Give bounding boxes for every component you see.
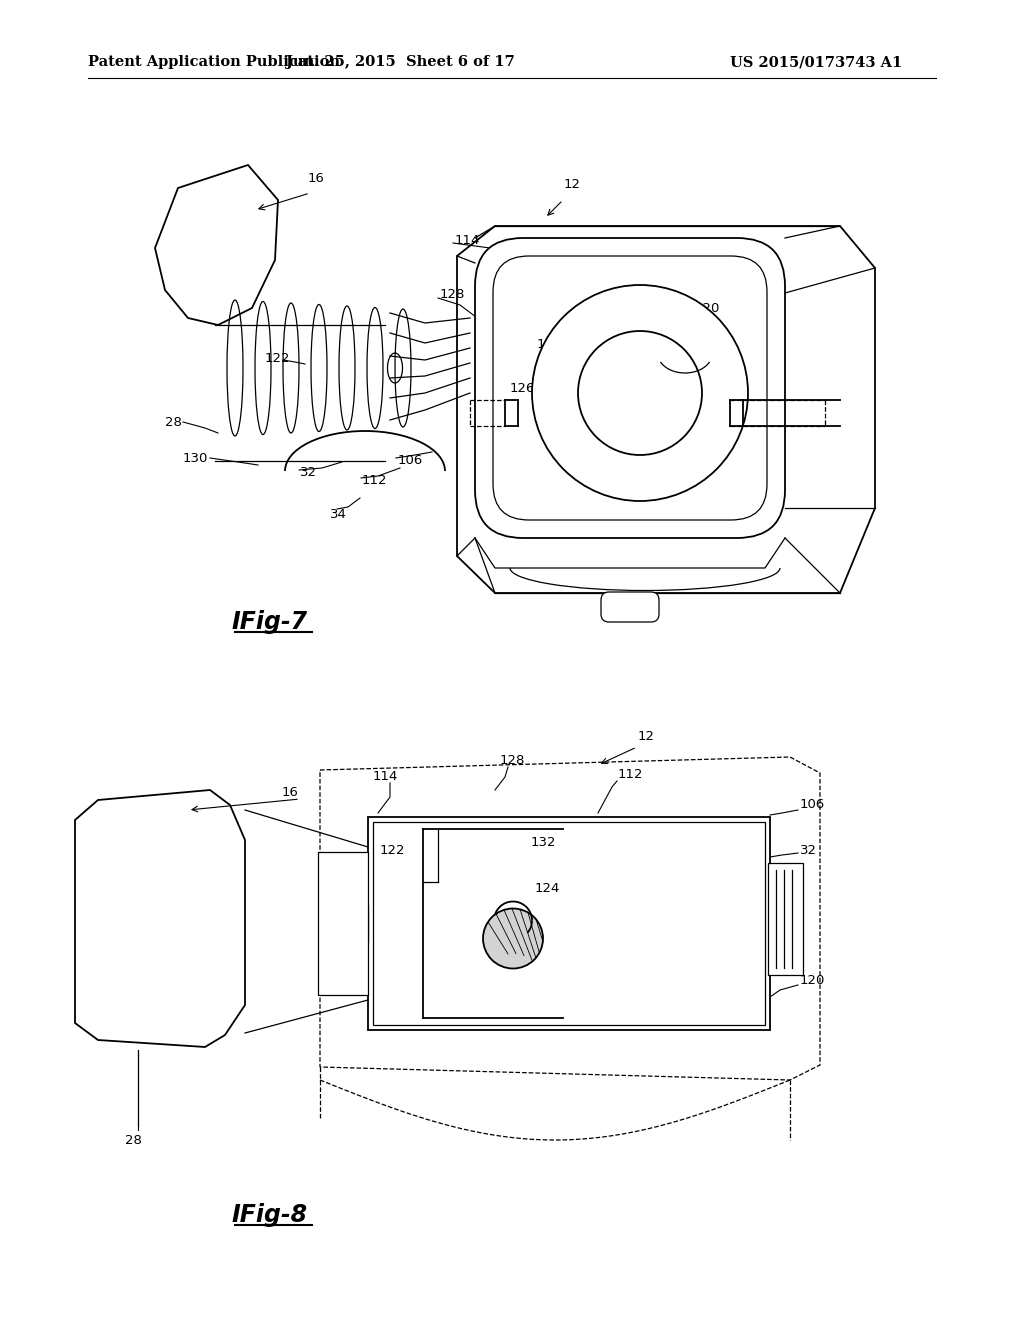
Text: 122: 122 bbox=[265, 351, 291, 364]
Text: 114: 114 bbox=[373, 771, 398, 784]
Text: 106: 106 bbox=[398, 454, 423, 466]
Circle shape bbox=[532, 285, 748, 502]
Bar bbox=[373, 822, 765, 1026]
Text: 120: 120 bbox=[695, 301, 720, 314]
Text: 16: 16 bbox=[282, 787, 298, 800]
Text: 16: 16 bbox=[307, 172, 325, 185]
Text: 32: 32 bbox=[300, 466, 317, 479]
Text: 126: 126 bbox=[510, 381, 536, 395]
Bar bbox=[318, 851, 368, 995]
Text: IFig-8: IFig-8 bbox=[232, 1203, 308, 1228]
Text: 32: 32 bbox=[800, 843, 817, 857]
Text: 112: 112 bbox=[362, 474, 387, 487]
FancyBboxPatch shape bbox=[601, 591, 659, 622]
Text: 128: 128 bbox=[440, 289, 465, 301]
Polygon shape bbox=[155, 165, 278, 325]
Text: 120: 120 bbox=[800, 974, 825, 986]
Text: 34: 34 bbox=[330, 508, 346, 521]
Text: Patent Application Publication: Patent Application Publication bbox=[88, 55, 340, 69]
Text: Jun. 25, 2015  Sheet 6 of 17: Jun. 25, 2015 Sheet 6 of 17 bbox=[286, 55, 514, 69]
Text: 12: 12 bbox=[638, 730, 655, 743]
Text: US 2015/0173743 A1: US 2015/0173743 A1 bbox=[730, 55, 902, 69]
Text: 114: 114 bbox=[455, 234, 480, 247]
Text: 132: 132 bbox=[531, 837, 556, 850]
Text: 124: 124 bbox=[535, 882, 560, 895]
Circle shape bbox=[578, 331, 702, 455]
Text: 28: 28 bbox=[125, 1134, 141, 1147]
Text: IFig-7: IFig-7 bbox=[232, 610, 308, 634]
Polygon shape bbox=[457, 226, 874, 593]
FancyBboxPatch shape bbox=[475, 238, 785, 539]
Circle shape bbox=[483, 908, 543, 969]
Polygon shape bbox=[75, 789, 245, 1047]
Text: 130: 130 bbox=[493, 936, 518, 949]
Text: 12: 12 bbox=[563, 178, 581, 191]
Text: 128: 128 bbox=[500, 754, 525, 767]
Text: 130: 130 bbox=[182, 451, 208, 465]
Bar bbox=[340, 906, 368, 941]
Bar bbox=[768, 863, 803, 975]
Text: 112: 112 bbox=[618, 768, 643, 781]
Bar bbox=[368, 817, 770, 1030]
Text: 132: 132 bbox=[537, 338, 562, 351]
Text: 28: 28 bbox=[165, 416, 182, 429]
Text: 122: 122 bbox=[380, 843, 406, 857]
Text: 106: 106 bbox=[800, 799, 825, 812]
Text: 124: 124 bbox=[568, 384, 593, 396]
